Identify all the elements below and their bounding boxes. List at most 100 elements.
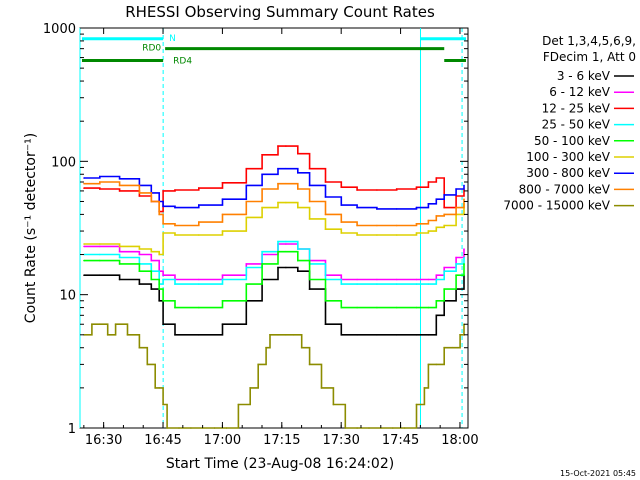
series-3-point-1 [83,187,85,189]
series-line-6 [84,201,465,256]
series-1-point-19 [356,334,358,336]
series-2-point-10 [221,274,224,277]
series-5-point-2 [99,259,101,262]
series-line-1 [84,266,465,336]
series-4-point-2 [99,253,101,256]
y-axis-ticks: 1 10 100 1000 [43,22,468,437]
series-6-point-21 [395,234,398,236]
series-9-point-35 [403,427,406,429]
series-6-point-16 [308,218,311,220]
series-5-point-17 [324,300,327,302]
series-8-point-6 [158,213,160,216]
flag-bars: N RD0 RD4 [81,34,467,67]
flag-label-n: N [169,34,176,44]
series-9-point-4 [106,334,109,336]
series-7-point-2 [99,175,101,178]
series-7-point-22 [415,206,418,209]
series-6-point-20 [376,234,378,236]
series-5-point-9 [198,306,200,309]
series-6-point-25 [443,224,446,227]
series-6-point-1 [83,243,85,245]
series-7-point-14 [285,167,287,170]
series-9-point-19 [249,387,251,389]
series-3-point-7 [162,190,164,192]
y-tick-label-3: 100 [51,155,76,170]
series-1-point-20 [376,334,378,336]
series-1-point-9 [198,334,200,336]
series-8-point-14 [285,182,287,185]
series-2-point-14 [285,243,287,245]
series-9-point-38 [427,363,430,366]
series-9-point-16 [213,427,216,429]
x-axis-ticks: 16:30 16:45 17:00 17:15 17:30 17:45 18:00 [83,28,479,448]
series-9-point-5 [114,323,117,326]
series-1-point-2 [99,274,101,277]
series-1-point-6 [158,300,160,302]
series-9-point-22 [269,334,271,336]
footer-timestamp: 15-Oct-2021 05:45 [560,469,636,478]
series-1-point-5 [150,288,153,290]
series-2-point-2 [99,245,101,248]
series-1-point-18 [340,334,343,336]
series-4-point-21 [395,283,398,285]
series-6-point-19 [356,234,358,236]
series-1-point-22 [415,334,418,336]
series-4-point-13 [277,240,279,243]
series-5-point-11 [245,283,248,285]
x-tick-label-6: 17:45 [382,433,419,448]
series-6-point-9 [198,234,200,236]
series-5-point-4 [138,270,141,273]
series-2-point-22 [415,278,418,281]
series-4-point-15 [297,248,299,250]
series-3-point-2 [99,188,101,190]
series-line-9 [84,323,465,429]
series-6-point-18 [340,232,343,234]
series-9-point-17 [225,427,228,429]
series-9-point-32 [368,427,370,429]
series-4-point-18 [340,283,343,285]
series-8-point-7 [162,223,164,225]
plot-frame [79,27,469,429]
series-8-point-23 [427,219,430,222]
series-9-point-29 [332,403,335,406]
series-5-point-21 [395,306,398,309]
series-8-point-4 [138,192,141,194]
series-7-point-11 [245,184,248,187]
series-lines [83,145,465,429]
series-2-point-1 [83,245,85,248]
x-tick-label-4: 17:15 [263,433,300,448]
series-2-point-24 [435,274,438,277]
series-7-point-26 [455,188,457,190]
series-5-point-23 [427,306,430,309]
series-5-point-18 [340,306,343,309]
series-6-point-6 [158,253,160,256]
series-1-point-1 [83,274,85,277]
series-2-point-25 [443,266,446,269]
series-3-point-11 [245,167,248,170]
series-5-point-26 [455,274,457,277]
series-6-point-11 [245,216,248,219]
series-9-point-2 [91,323,93,326]
legend-header-line-2: FDecim 1, Att 0 [543,50,636,64]
series-9-point-20 [257,363,260,366]
series-5-point-8 [174,306,176,309]
x-tick-label-7: 18:00 [441,433,478,448]
series-5-point-24 [435,300,438,302]
time-markers [79,28,463,428]
series-2-point-19 [356,278,358,281]
series-4-point-8 [174,283,176,285]
series-9-point-6 [126,334,129,336]
series-8-point-15 [297,188,299,190]
series-8-point-27 [463,198,465,200]
series-7-point-7 [162,205,164,208]
legend-header-line-1: Det 1,3,4,5,6,9, [542,34,636,48]
series-8-point-11 [245,200,248,203]
series-1-point-7 [162,323,164,326]
series-5-point-10 [221,300,224,302]
series-4-point-7 [162,278,164,281]
series-9-point-10 [158,387,160,389]
y-tick-label-2: 10 [59,289,76,304]
x-tick-label-3: 17:00 [204,433,241,448]
series-7-point-19 [356,206,358,209]
